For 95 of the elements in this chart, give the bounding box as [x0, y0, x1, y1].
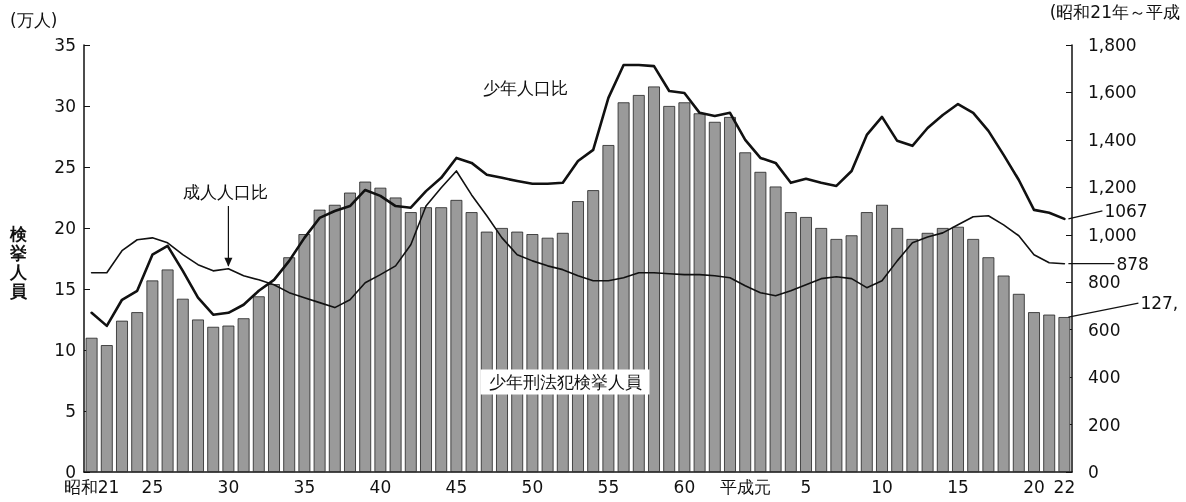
bar	[435, 207, 448, 472]
bar	[663, 106, 676, 472]
x-tick-label: 10	[871, 476, 893, 497]
bar	[906, 238, 919, 472]
bar	[860, 212, 873, 472]
bar	[967, 238, 980, 472]
text: 少年人口比	[482, 78, 568, 98]
data-label: 878	[1116, 253, 1149, 274]
bar	[207, 326, 220, 472]
bar	[252, 296, 265, 472]
x-tick-label: 25	[141, 476, 164, 497]
bar	[1028, 312, 1040, 472]
bar	[693, 113, 706, 472]
bar	[131, 312, 144, 472]
bar	[465, 212, 478, 472]
bar	[85, 337, 98, 472]
bar	[769, 186, 782, 472]
x-tick-label: 平成元	[719, 476, 771, 497]
bar	[845, 235, 858, 472]
y2-tick-label: 1,400	[1088, 129, 1137, 150]
y2-tick-label: 1,200	[1088, 177, 1137, 198]
x-tick-label: 20	[1023, 476, 1045, 497]
bar	[800, 217, 812, 472]
bar	[1043, 314, 1056, 472]
y-tick-label: 20	[54, 218, 76, 238]
bar	[936, 228, 949, 472]
bar	[298, 234, 311, 472]
bar	[921, 232, 934, 472]
y2-tick-label: 1,000	[1088, 224, 1137, 245]
y-tick-label: 5	[65, 401, 76, 421]
bar	[450, 199, 463, 472]
y-tick-label: 10	[54, 340, 76, 360]
bar	[404, 212, 417, 472]
x-tick-label: 22	[1053, 476, 1076, 497]
y2-tick-label: 200	[1088, 414, 1121, 435]
bar	[389, 197, 402, 472]
x-tick-label: 35	[293, 476, 316, 497]
y-axis-title: 検挙人員	[8, 223, 28, 301]
y2-tick-label: 400	[1088, 367, 1121, 388]
bar	[192, 319, 204, 472]
bar	[724, 116, 736, 472]
bar	[952, 226, 964, 472]
bar	[100, 345, 113, 472]
bar	[1058, 317, 1071, 472]
y2-tick-label: 1,600	[1088, 82, 1137, 103]
y-tick-label: 15	[54, 279, 76, 299]
y-tick-label: 30	[54, 96, 76, 116]
text: (昭和21年～平成	[1049, 2, 1180, 22]
y-tick-label: 35	[54, 35, 76, 55]
bar	[344, 192, 356, 472]
bar	[116, 320, 128, 472]
y2-tick-label: 1,800	[1088, 35, 1137, 55]
bar	[146, 280, 159, 472]
x-tick-label: 15	[947, 476, 969, 497]
x-tick-label: 5	[800, 476, 812, 497]
bar	[268, 284, 280, 472]
bar	[891, 228, 904, 472]
series-label: 少年刑法犯検挙人員	[488, 372, 642, 392]
annotation: 127,	[1140, 293, 1179, 314]
y-tick-label: 25	[54, 157, 76, 177]
bar	[708, 121, 721, 472]
bar	[237, 318, 250, 472]
bar	[359, 181, 372, 472]
x-tick-label: 45	[445, 476, 468, 497]
bar	[1012, 293, 1025, 472]
bar	[982, 257, 995, 472]
bar	[784, 212, 797, 472]
bar	[830, 238, 843, 472]
bar	[328, 204, 341, 472]
bar	[997, 275, 1010, 472]
x-tick-label: 40	[369, 476, 392, 497]
bar	[161, 269, 174, 472]
x-tick-label: 60	[673, 476, 696, 497]
bar	[754, 171, 767, 472]
bar	[374, 187, 387, 472]
bar	[420, 207, 432, 472]
y2-tick-label: 600	[1088, 319, 1121, 340]
data-label: 1067	[1104, 200, 1148, 221]
bar	[176, 298, 189, 472]
text: 成人人口比	[182, 182, 268, 202]
line-series	[90, 63, 1066, 328]
bar	[313, 209, 326, 472]
bar	[648, 86, 660, 472]
bar	[876, 204, 888, 472]
bar	[222, 325, 235, 472]
text: (万人)	[10, 10, 58, 30]
bar	[815, 228, 828, 472]
bar	[678, 102, 691, 472]
y2-tick-label: 800	[1088, 272, 1121, 293]
x-tick-label: 30	[217, 476, 240, 497]
bar	[283, 257, 296, 472]
bar	[739, 152, 752, 472]
x-tick-label: 55	[597, 476, 620, 497]
x-tick-label: 50	[521, 476, 544, 497]
y2-tick-label: 0	[1088, 462, 1099, 482]
